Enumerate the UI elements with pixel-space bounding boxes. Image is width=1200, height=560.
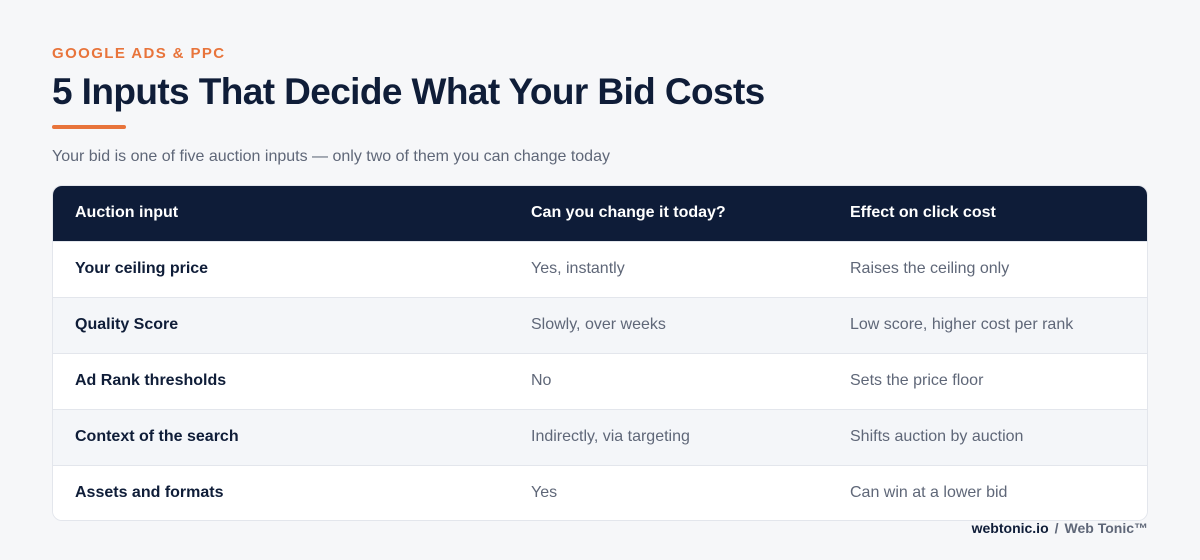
change-today-cell: Indirectly, via targeting xyxy=(531,428,690,445)
title-accent-rule xyxy=(52,125,126,129)
effect-cell: Can win at a lower bid xyxy=(850,484,1008,502)
table-header-row: Auction input Can you change it today? E… xyxy=(53,186,1147,241)
auction-inputs-table: Auction input Can you change it today? E… xyxy=(53,186,1147,520)
table-body: Your ceiling price Yes, instantly Raises… xyxy=(53,241,1147,520)
effect-cell: Raises the ceiling only xyxy=(850,260,1010,277)
effect-cell: Shifts auction by auction xyxy=(850,428,1024,445)
effect-cell: Sets the price floor xyxy=(850,372,984,389)
column-header-effect: Effect on click cost xyxy=(850,204,996,222)
table-row: Ad Rank thresholds No Sets the price flo… xyxy=(53,353,1147,409)
effect-cell: Low score, higher cost per rank xyxy=(850,316,1074,333)
table-row: Context of the search Indirectly, via ta… xyxy=(53,409,1147,465)
page-title: 5 Inputs That Decide What Your Bid Costs xyxy=(52,71,765,112)
change-today-cell: No xyxy=(531,372,552,389)
auction-input-cell: Ad Rank thresholds xyxy=(75,372,227,389)
page-subtitle: Your bid is one of five auction inputs —… xyxy=(52,148,610,165)
footer-site: webtonic.io xyxy=(971,520,1049,536)
table-row: Your ceiling price Yes, instantly Raises… xyxy=(53,241,1147,297)
column-header-auction-input: Auction input xyxy=(75,204,179,222)
footer-separator: / xyxy=(1054,520,1059,536)
auction-inputs-table-card: Auction input Can you change it today? E… xyxy=(52,185,1148,521)
auction-input-cell: Context of the search xyxy=(75,428,239,445)
footer-brand: Web Tonic™ xyxy=(1064,520,1148,536)
auction-input-cell: Assets and formats xyxy=(75,484,224,502)
auction-input-cell: Quality Score xyxy=(75,316,179,333)
change-today-cell: Slowly, over weeks xyxy=(531,316,666,333)
auction-input-cell: Your ceiling price xyxy=(75,260,209,277)
category-eyebrow: GOOGLE ADS & PPC xyxy=(52,45,226,62)
table-header: Auction input Can you change it today? E… xyxy=(53,186,1147,241)
footer-credit: webtonic.io / Web Tonic™ xyxy=(972,519,1148,537)
column-header-change-today: Can you change it today? xyxy=(531,204,726,222)
table-row: Assets and formats Yes Can win at a lowe… xyxy=(53,465,1147,520)
change-today-cell: Yes, instantly xyxy=(531,260,625,277)
table-row: Quality Score Slowly, over weeks Low sco… xyxy=(53,297,1147,353)
change-today-cell: Yes xyxy=(531,484,558,502)
